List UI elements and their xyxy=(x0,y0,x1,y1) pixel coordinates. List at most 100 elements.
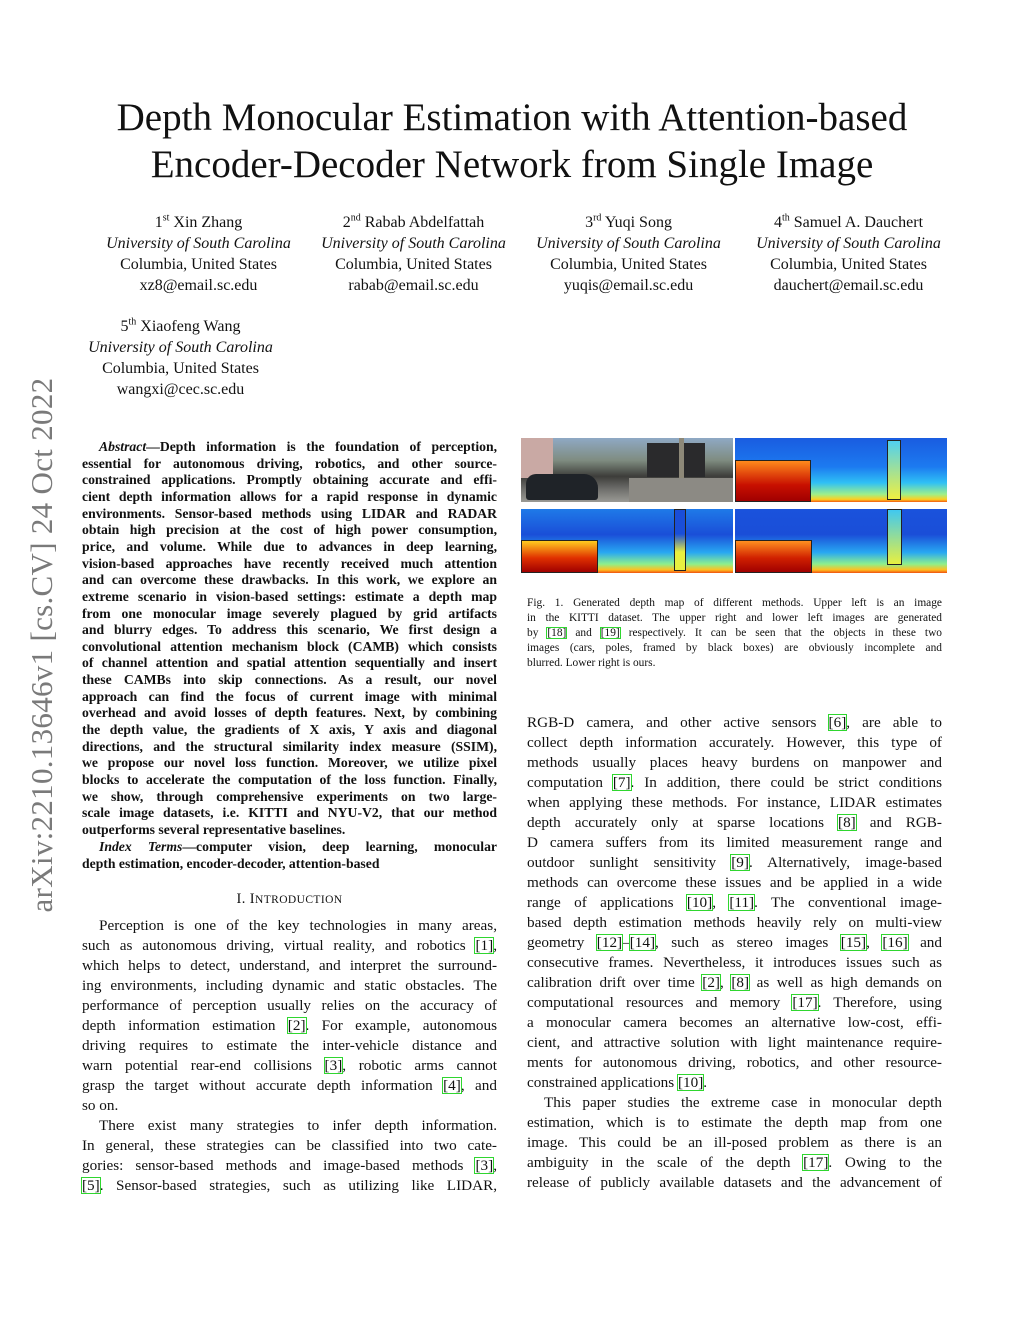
section-number: I. xyxy=(236,891,246,907)
body-text-line: RGB-D camera, and other active sensors [… xyxy=(527,714,942,731)
author-ordinal: 4 xyxy=(773,214,782,231)
abstract-line: we propose our novel loss function. More… xyxy=(82,755,497,771)
abstract-text: overhead and avoid losses of depth featu… xyxy=(82,705,497,721)
abstract-text: vision-based approaches have recently re… xyxy=(82,555,497,571)
author-email: yuqis@email.sc.edu xyxy=(563,277,694,294)
author-name: 4th Samuel A. Dauchert xyxy=(741,212,956,233)
body-text-line: In general, these strategies can be clas… xyxy=(82,1137,497,1154)
caption-line: Fig. 1. Generated depth map of different… xyxy=(527,597,942,609)
author-block: 3rd Yuqi Song University of South Carolin… xyxy=(521,212,736,296)
author-ordinal-suffix: th xyxy=(128,316,137,328)
car-box xyxy=(521,540,598,573)
body-text-line: such as autonomous driving, virtual real… xyxy=(82,937,497,954)
abstract-line: scale image datasets, i.e. KITTI and NYU… xyxy=(82,805,497,821)
body-text-line: cient, and attractive solution with ligh… xyxy=(527,1034,942,1051)
body-text-line: ments for autonomous driving, robotics, … xyxy=(527,1054,942,1071)
body-text-line: calibration drift over time [2], [8] as … xyxy=(527,974,942,991)
paper-title-line-2: Encoder-Decoder Network from Single Imag… xyxy=(150,143,874,186)
author-location: Columbia, United States xyxy=(770,256,927,273)
abstract-label: Abstract xyxy=(99,439,147,454)
abstract-line: these CAMBs into skip connections. As a … xyxy=(82,672,497,688)
author-ordinal-suffix: rd xyxy=(593,212,602,224)
depth-map-ref-18 xyxy=(735,438,947,502)
body-text-line: methods can overcome these issues and be… xyxy=(527,874,942,891)
author-ordinal-suffix: st xyxy=(162,212,170,224)
depth-map-ours xyxy=(735,509,947,573)
author-email: xz8@email.sc.edu xyxy=(139,277,258,294)
abstract-line: environments. Sensor-based methods using… xyxy=(82,506,497,522)
depth-map-ref-19 xyxy=(521,509,733,573)
author-email: rabab@email.sc.edu xyxy=(348,277,479,294)
body-text-line: based depth estimation methods heavily r… xyxy=(527,914,942,931)
body-text-line: geometry [12]–[14], such as stereo image… xyxy=(527,934,942,951)
body-text-line: outdoor sunlight sensitivity [9]. Altern… xyxy=(527,854,942,871)
pole-box xyxy=(674,509,686,571)
abstract-text: and can overcome these drawbacks. In thi… xyxy=(82,572,497,588)
author-email: dauchert@email.sc.edu xyxy=(773,277,924,294)
author-name-text: Yuqi Song xyxy=(604,214,672,231)
body-text-line: grasp the target without accurate depth … xyxy=(82,1077,497,1094)
body-text-line: constrained applications [10]. xyxy=(527,1074,708,1091)
abstract-line: approach can find the focus of current i… xyxy=(82,689,497,705)
author-ordinal-suffix: th xyxy=(781,212,790,224)
author-affiliation: University of South Carolina xyxy=(106,235,291,252)
author-affiliation: University of South Carolina xyxy=(88,339,273,356)
author-block: 1st Xin Zhang University of South Carolin… xyxy=(91,212,306,296)
abstract-text: essential for autonomous driving, roboti… xyxy=(82,455,497,471)
body-text-line: a monocular camera becomes an alternativ… xyxy=(527,1014,942,1031)
abstract-text: we show, through comprehensive experimen… xyxy=(82,788,497,804)
body-text-line: image. This could be an ill-posed proble… xyxy=(527,1134,942,1151)
body-text-line: driving requires to estimate the inter-v… xyxy=(82,1037,497,1054)
abstract-text: scale image datasets, i.e. KITTI and NYU… xyxy=(82,805,497,821)
author-affiliation: University of South Carolina xyxy=(321,235,506,252)
author-name-text: Samuel A. Dauchert xyxy=(793,214,924,231)
body-text-line: release of publicly available datasets a… xyxy=(527,1174,942,1191)
body-text-line: This paper studies the extreme case in m… xyxy=(544,1094,942,1111)
author-name-text: Xin Zhang xyxy=(173,214,243,231)
abstract-text: convolutional attention mechanism block … xyxy=(82,638,497,654)
body-text-line: performance of perception usually relies… xyxy=(82,997,497,1014)
abstract-line: directions, and the structural similarit… xyxy=(82,739,497,755)
body-text-line: collect depth information accurately. Ho… xyxy=(527,734,942,751)
abstract-line: obtain high precision at the cost of hig… xyxy=(82,522,497,538)
car-box xyxy=(735,460,811,502)
body-text-line: consecutive frames. Nevertheless, it int… xyxy=(527,954,942,971)
abstract-line: outperforms several representative basel… xyxy=(82,822,497,838)
section-title-initial: I xyxy=(249,891,256,907)
abstract-text: blocks to accelerate the computation of … xyxy=(82,772,497,787)
caption-line: blurred. Lower right is ours. xyxy=(527,657,656,669)
index-terms-line: depth estimation, encoder-decoder, atten… xyxy=(82,856,497,872)
abstract-text: price, and volume. While due to advances… xyxy=(82,538,497,554)
abstract-text: these CAMBs into skip connections. As a … xyxy=(82,672,497,688)
body-text-line: range of applications [10], [11]. The co… xyxy=(527,894,942,911)
author-name: 1st Xin Zhang xyxy=(91,212,306,233)
car xyxy=(526,474,598,500)
abstract-line: we show, through comprehensive experimen… xyxy=(82,789,497,805)
abstract-text: we propose our novel loss function. More… xyxy=(82,755,497,771)
abstract-text: cient depth information allows for a rap… xyxy=(82,488,497,504)
pole-box xyxy=(887,440,901,500)
section-heading: I. INTRODUCTION xyxy=(82,891,497,908)
abstract-line: vision-based approaches have recently re… xyxy=(82,556,497,572)
building xyxy=(521,438,553,478)
abstract-text: —Depth information is the foundation of … xyxy=(146,439,497,454)
author-ordinal-suffix: nd xyxy=(350,212,361,224)
abstract-text: constrained applications. Promptly obtai… xyxy=(82,472,497,488)
sidewalk xyxy=(629,478,733,502)
author-ordinal: 5 xyxy=(120,318,129,335)
body-text-line: which helps to detect, understand, and i… xyxy=(82,957,497,974)
abstract-text: directions, and the structural similarit… xyxy=(82,738,497,754)
abstract-line: overhead and avoid losses of depth featu… xyxy=(82,705,497,721)
abstract-line: of channel attention and spatial attenti… xyxy=(82,655,497,671)
abstract-line: and blurry edges. To address this scenar… xyxy=(82,622,497,638)
arxiv-identifier: arXiv:2210.13646v1 [cs.CV] 24 Oct 2022 xyxy=(24,377,59,913)
author-email: wangxi@cec.sc.edu xyxy=(116,381,245,398)
body-text-line: warn potential rear-end collisions [3], … xyxy=(82,1057,497,1074)
abstract-line: cient depth information allows for a rap… xyxy=(82,489,497,505)
body-text-line: depth information estimation [2]. For ex… xyxy=(82,1017,497,1034)
abstract-line: essential for autonomous driving, roboti… xyxy=(82,456,497,472)
body-text-line: There exist many strategies to infer dep… xyxy=(99,1117,497,1134)
author-ordinal: 2 xyxy=(342,214,351,231)
body-text-line: depth accurately only at sparse location… xyxy=(527,814,942,831)
author-name: 2nd Rabab Abdelfattah xyxy=(306,212,521,233)
